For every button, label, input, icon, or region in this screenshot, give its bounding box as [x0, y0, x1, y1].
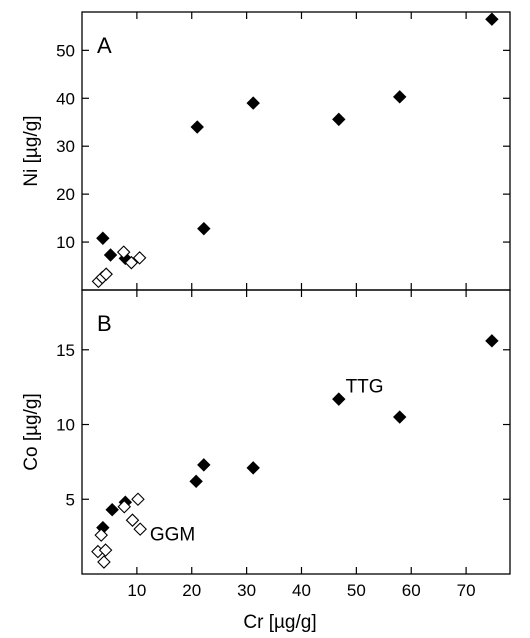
annotation-ttg: TTG — [346, 377, 384, 398]
y-tick-label-b: 15 — [56, 341, 75, 360]
x-tick-label: 20 — [182, 581, 201, 600]
panel-label-b: B — [97, 311, 112, 336]
y-tick-label-b: 10 — [56, 416, 75, 435]
x-tick-label: 50 — [347, 581, 366, 600]
data-point-open — [116, 245, 131, 259]
data-point-filled — [332, 392, 346, 406]
panel-b: 10 20 30 40 50 60 70 5 10 15 Co [µg/g] B TTG GGM — [21, 289, 511, 600]
data-point-open — [125, 513, 140, 527]
data-point-filled — [197, 221, 211, 236]
data-point-open — [117, 499, 132, 514]
y-tick-label-b: 5 — [66, 490, 75, 509]
data-point-open — [131, 492, 145, 507]
x-axis-title: Cr [µg/g] — [243, 612, 316, 633]
data-point-filled — [246, 461, 260, 475]
data-point-open — [99, 267, 113, 281]
data-point-filled — [197, 458, 211, 472]
data-point-open — [98, 543, 113, 557]
x-tick-label: 70 — [457, 581, 476, 600]
data-point-open — [133, 522, 147, 536]
data-point-filled — [190, 120, 204, 134]
data-point-open — [132, 251, 147, 265]
data-point-open — [94, 528, 108, 542]
data-point-filled — [393, 90, 407, 104]
data-point-open — [124, 255, 139, 270]
annotation-ggm: GGM — [150, 525, 195, 546]
panel-a: 10 20 30 40 50 Ni [µg/g] A — [21, 11, 511, 291]
data-point-filled — [246, 96, 260, 110]
data-point-filled — [485, 12, 499, 26]
y-tick-label-a: 10 — [56, 233, 75, 252]
data-point-filled — [189, 474, 203, 489]
x-tick-label: 40 — [292, 581, 311, 600]
data-point-filled — [105, 503, 119, 517]
y-tick-label-a: 20 — [56, 185, 75, 204]
x-tick-label: 10 — [127, 581, 146, 600]
data-point-open — [97, 555, 111, 569]
y-axis-title-b: Co [µg/g] — [21, 393, 42, 470]
x-tick-label: 60 — [402, 581, 421, 600]
plot-frame-a — [81, 11, 511, 291]
y-tick-label-a: 30 — [56, 137, 75, 156]
plot-frame-b — [81, 289, 511, 575]
panel-label-a: A — [97, 33, 112, 58]
data-point-filled — [485, 334, 499, 348]
data-point-filled — [393, 410, 407, 424]
x-tick-label: 30 — [237, 581, 256, 600]
data-point-filled — [103, 248, 118, 262]
y-axis-title-a: Ni [µg/g] — [21, 115, 42, 186]
y-tick-label-a: 40 — [56, 89, 75, 108]
data-point-filled — [332, 112, 346, 127]
y-tick-label-a: 50 — [56, 41, 75, 60]
data-point-filled — [96, 231, 110, 245]
